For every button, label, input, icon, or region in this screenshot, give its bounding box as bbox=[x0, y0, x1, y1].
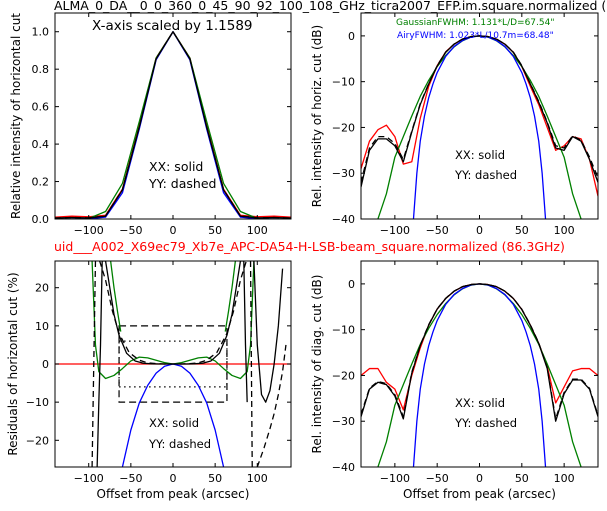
figure-title: ALMA_0_DA__0_0_360_0_45_90_92_100_108_GH… bbox=[54, 0, 607, 13]
annotation-text: XX: solid bbox=[455, 148, 505, 162]
y-axis-label: Relative intensity of horizontal cut bbox=[9, 13, 23, 219]
y-tick-label: −40 bbox=[332, 461, 355, 474]
y-tick-label: −20 bbox=[332, 121, 355, 134]
annotation-text: YY: dashed bbox=[454, 416, 517, 430]
series-line-black-solid-3 bbox=[55, 31, 291, 219]
y-tick-label: −10 bbox=[332, 324, 355, 337]
x-tick-label: −100 bbox=[380, 472, 410, 485]
series-line-black-dashed-8 bbox=[99, 261, 247, 365]
x-tick-label: −100 bbox=[74, 224, 104, 237]
y-tick-label: 0 bbox=[42, 358, 49, 371]
series-line-green-solid-3 bbox=[224, 261, 237, 332]
y-tick-label: 0.0 bbox=[32, 213, 50, 226]
y-tick-label: −40 bbox=[332, 213, 355, 226]
x-tick-label: 50 bbox=[208, 224, 222, 237]
figure-subtitle: uid___A002_X69ec79_Xb7e_APC-DA54-H-LSB-b… bbox=[54, 239, 565, 254]
series-line-green-solid-1 bbox=[377, 35, 582, 219]
y-tick-label: 0.8 bbox=[32, 63, 50, 76]
series-line-blue-solid-2 bbox=[412, 283, 547, 467]
legend-text-green: GaussianFWHM: 1.131*L/D=67.54" bbox=[396, 18, 554, 28]
annotation-text: XX: solid bbox=[455, 396, 505, 410]
series-line-blue-solid-2 bbox=[412, 35, 547, 219]
y-tick-label: 0.2 bbox=[32, 176, 50, 189]
x-tick-label: 100 bbox=[247, 472, 268, 485]
x-axis-label: Offset from peak (arcsec) bbox=[403, 487, 556, 501]
x-tick-label: 50 bbox=[208, 472, 222, 485]
plot-area bbox=[361, 283, 598, 467]
chart-top-left: −100 −50 0 50 100 0.0 0.2 0.4 0.6 0.8 1.0 Relative … bbox=[9, 12, 292, 237]
x-tick-label: −50 bbox=[119, 224, 142, 237]
x-tick-label: 100 bbox=[554, 224, 575, 237]
x-tick-label: −50 bbox=[426, 224, 449, 237]
x-tick-label: 0 bbox=[170, 472, 177, 485]
series-line-black-solid-3 bbox=[361, 35, 598, 188]
y-tick-label: 0 bbox=[348, 30, 355, 43]
y-tick-label: −30 bbox=[332, 415, 355, 428]
annotation-text: XX: solid bbox=[149, 159, 203, 174]
x-tick-label: −50 bbox=[119, 472, 142, 485]
y-tick-label: 10 bbox=[35, 320, 49, 333]
x-tick-label: −100 bbox=[74, 472, 104, 485]
y-tick-label: 20 bbox=[35, 282, 49, 295]
annotation-text: YY: dashed bbox=[454, 168, 517, 182]
x-tick-label: 0 bbox=[170, 224, 177, 237]
y-tick-label: −20 bbox=[26, 434, 49, 447]
series-line-green-solid-1 bbox=[91, 261, 255, 380]
series-line-black-dashed-4 bbox=[361, 35, 598, 183]
series-line-red-solid-0 bbox=[361, 283, 598, 411]
series-line-black-dashed-7 bbox=[91, 261, 97, 467]
x-tick-label: 0 bbox=[476, 472, 483, 485]
plot-area bbox=[55, 261, 291, 467]
x-tick-label: 0 bbox=[476, 224, 483, 237]
x-tick-label: 50 bbox=[515, 472, 529, 485]
x-tick-label: 100 bbox=[247, 224, 268, 237]
series-line-black-solid-6 bbox=[253, 261, 284, 403]
y-axis-label: Rel. intensity of horiz. cut (dB) bbox=[310, 25, 324, 207]
y-axis-label: Rel. intensity of diag. cut (dB) bbox=[310, 275, 324, 454]
annotation-text: XX: solid bbox=[149, 416, 199, 430]
plot-area bbox=[361, 35, 598, 219]
y-tick-label: 0.6 bbox=[32, 101, 50, 114]
series-line-black-dashed-9 bbox=[249, 261, 253, 467]
y-tick-label: −20 bbox=[332, 369, 355, 382]
y-tick-label: −10 bbox=[332, 76, 355, 89]
plot-area bbox=[55, 31, 291, 219]
series-line-black-solid-5 bbox=[96, 261, 248, 467]
series-line-green-solid-2 bbox=[109, 261, 122, 332]
axes-frame bbox=[360, 12, 599, 220]
series-line-black-dashed-10 bbox=[256, 344, 287, 467]
x-tick-label: 50 bbox=[515, 224, 529, 237]
y-tick-label: 1.0 bbox=[32, 26, 50, 39]
x-tick-label: 100 bbox=[554, 472, 575, 485]
legend-text-blue: AiryFWHM: 1.023*L/10.7m=68.48" bbox=[397, 31, 554, 41]
x-tick-label: −50 bbox=[426, 472, 449, 485]
y-tick-label: 0.4 bbox=[32, 138, 50, 151]
y-tick-label: −30 bbox=[332, 167, 355, 180]
y-axis-label: Residuals of horizontal cut (%) bbox=[6, 272, 20, 455]
y-tick-label: 0 bbox=[348, 278, 355, 291]
series-line-green-solid-1 bbox=[377, 283, 582, 467]
annotation-text: X-axis scaled by 1.1589 bbox=[92, 18, 253, 34]
axes-frame bbox=[360, 260, 599, 468]
x-tick-label: −100 bbox=[380, 224, 410, 237]
annotation-text: YY: dashed bbox=[148, 437, 211, 451]
annotation-text: YY: dashed bbox=[148, 176, 216, 191]
x-axis-label: Offset from peak (arcsec) bbox=[97, 487, 250, 501]
y-tick-label: −10 bbox=[26, 396, 49, 409]
